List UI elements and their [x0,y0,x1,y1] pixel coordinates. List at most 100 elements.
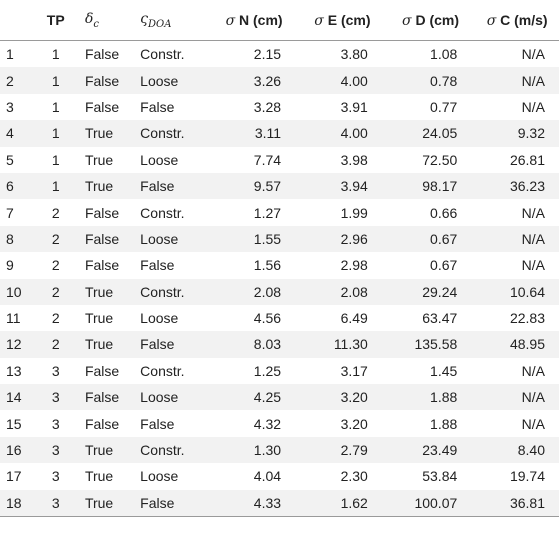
cell-tp: 1 [36,146,75,173]
cell-delta-c: True [74,489,133,518]
cell-delta-c: True [74,146,133,173]
cell-delta-c: False [74,199,133,226]
cell-delta-c: False [74,384,133,411]
cell-tp: 3 [36,463,75,490]
cell-doa: Constr. [132,357,210,385]
cell-sigma-c: N/A [475,252,559,279]
cell-sigma-e: 1.99 [299,199,386,226]
cell-index: 10 [0,278,37,305]
cell-sigma-e: 4.00 [299,67,386,94]
sigma-symbol: σ [402,12,412,29]
cell-sigma-e: 3.80 [299,40,386,68]
cell-delta-c: True [74,120,133,147]
cell-delta-c: False [74,40,133,68]
varsigma-symbol: ς [140,10,149,27]
header-sigma-n-label: N (cm) [239,11,283,28]
cell-sigma-e: 11.30 [299,331,386,358]
table-row: 11 2 True Loose 4.56 6.49 63.47 22.83 [0,304,559,332]
cell-sigma-n: 7.74 [209,146,300,173]
cell-sigma-d: 1.45 [385,357,476,385]
table-body: 1 1 False Constr. 2.15 3.80 1.08 N/A 2 1 False Loos… [0,40,559,518]
cell-sigma-d: 24.05 [385,120,476,147]
cell-delta-c: False [74,252,133,279]
cell-delta-c: True [74,304,133,332]
header-delta-c: δc [74,0,133,41]
table-row: 10 2 True Constr. 2.08 2.08 29.24 10.64 [0,278,559,305]
cell-sigma-e: 3.98 [299,146,386,173]
cell-sigma-c: N/A [475,93,559,121]
cell-sigma-d: 98.17 [385,172,476,200]
cell-sigma-n: 3.11 [209,120,300,147]
cell-sigma-c: 19.74 [475,463,559,490]
cell-delta-c: False [74,410,133,437]
cell-delta-c: True [74,278,133,305]
table-row: 6 1 True False 9.57 3.94 98.17 36.23 [0,172,559,200]
table-row: 16 3 True Constr. 1.30 2.79 23.49 8.40 [0,436,559,464]
cell-sigma-d: 53.84 [385,463,476,490]
cell-sigma-e: 3.17 [299,357,386,385]
cell-index: 2 [0,67,37,94]
table-row: 13 3 False Constr. 1.25 3.17 1.45 N/A [0,357,559,385]
cell-tp: 1 [36,120,75,147]
cell-index: 15 [0,410,37,437]
cell-sigma-n: 4.32 [209,410,300,437]
cell-sigma-d: 0.67 [385,252,476,279]
cell-sigma-n: 4.04 [209,463,300,490]
cell-sigma-d: 100.07 [385,489,476,518]
table-row: 8 2 False Loose 1.55 2.96 0.67 N/A [0,225,559,253]
cell-doa: Loose [132,67,210,94]
cell-index: 18 [0,489,37,518]
cell-sigma-n: 4.56 [209,304,300,332]
cell-sigma-n: 1.25 [209,357,300,385]
table-row: 12 2 True False 8.03 11.30 135.58 48.95 [0,331,559,358]
cell-sigma-n: 4.25 [209,384,300,411]
cell-index: 11 [0,304,37,332]
cell-sigma-c: 22.83 [475,304,559,332]
cell-sigma-d: 0.67 [385,225,476,253]
cell-index: 3 [0,93,37,121]
header-sigma-e-label: E (cm) [327,11,371,28]
table-row: 17 3 True Loose 4.04 2.30 53.84 19.74 [0,463,559,490]
cell-doa: False [132,489,210,518]
sigma-symbol: σ [314,12,324,29]
cell-index: 9 [0,252,37,279]
cell-sigma-n: 1.27 [209,199,300,226]
cell-sigma-d: 72.50 [385,146,476,173]
cell-delta-c: True [74,436,133,464]
delta-symbol: δ [84,10,94,27]
cell-tp: 3 [36,489,75,518]
cell-sigma-n: 1.30 [209,436,300,464]
cell-delta-c: False [74,225,133,253]
cell-tp: 2 [36,331,75,358]
cell-doa: False [132,172,210,200]
cell-sigma-e: 3.20 [299,410,386,437]
cell-sigma-c: N/A [475,384,559,411]
cell-tp: 2 [36,199,75,226]
cell-tp: 1 [36,67,75,94]
cell-sigma-e: 3.94 [299,172,386,200]
cell-sigma-n: 2.08 [209,278,300,305]
cell-sigma-c: 48.95 [475,331,559,358]
cell-doa: Loose [132,463,210,490]
header-tp: TP [36,0,75,41]
cell-sigma-d: 0.66 [385,199,476,226]
cell-tp: 2 [36,252,75,279]
header-sigma-d: σ D (cm) [385,0,476,41]
cell-delta-c: False [74,67,133,94]
cell-doa: False [132,410,210,437]
cell-sigma-e: 2.79 [299,436,386,464]
cell-sigma-c: N/A [475,410,559,437]
cell-index: 7 [0,199,37,226]
cell-doa: Constr. [132,40,210,68]
cell-tp: 1 [36,93,75,121]
cell-doa: False [132,93,210,121]
cell-sigma-d: 0.77 [385,93,476,121]
cell-sigma-n: 3.28 [209,93,300,121]
results-table: TP δc ςDOA σ N (cm) σ E (cm) σ D (cm) [0,0,559,518]
table-row: 4 1 True Constr. 3.11 4.00 24.05 9.32 [0,120,559,147]
header-index [0,0,37,41]
cell-sigma-d: 23.49 [385,436,476,464]
cell-sigma-e: 3.20 [299,384,386,411]
header-sigma-d-label: D (cm) [415,11,460,28]
cell-sigma-c: 36.81 [475,489,559,518]
